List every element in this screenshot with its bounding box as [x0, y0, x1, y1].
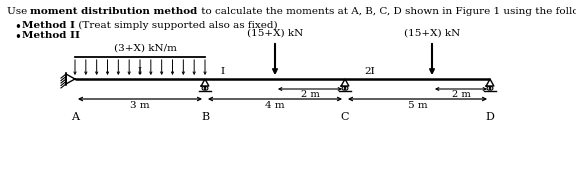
Text: 2I: 2I [365, 67, 376, 76]
Text: moment distribution method: moment distribution method [31, 7, 198, 16]
Text: 2 m: 2 m [301, 90, 319, 99]
Text: 5 m: 5 m [408, 101, 427, 110]
Text: I: I [221, 67, 225, 76]
Text: (15+X) kN: (15+X) kN [247, 29, 303, 38]
Text: 2 m: 2 m [452, 90, 471, 99]
Text: Method II: Method II [22, 31, 80, 40]
Text: Method I: Method I [22, 21, 75, 30]
Text: •: • [14, 31, 21, 44]
Text: A: A [71, 112, 79, 122]
Text: C: C [341, 112, 349, 122]
Text: B: B [201, 112, 209, 122]
Text: 4 m: 4 m [265, 101, 285, 110]
Text: (3+X) kN/m: (3+X) kN/m [113, 44, 176, 53]
Text: (Treat simply supported also as fixed): (Treat simply supported also as fixed) [75, 21, 278, 30]
Text: (15+X) kN: (15+X) kN [404, 29, 460, 38]
Text: 3 m: 3 m [130, 101, 150, 110]
Text: D: D [486, 112, 494, 122]
Text: to calculate the moments at A, B, C, D shown in Figure 1 using the following.: to calculate the moments at A, B, C, D s… [198, 7, 576, 16]
Text: I: I [138, 67, 142, 76]
Text: Use: Use [7, 7, 31, 16]
Text: •: • [14, 21, 21, 34]
